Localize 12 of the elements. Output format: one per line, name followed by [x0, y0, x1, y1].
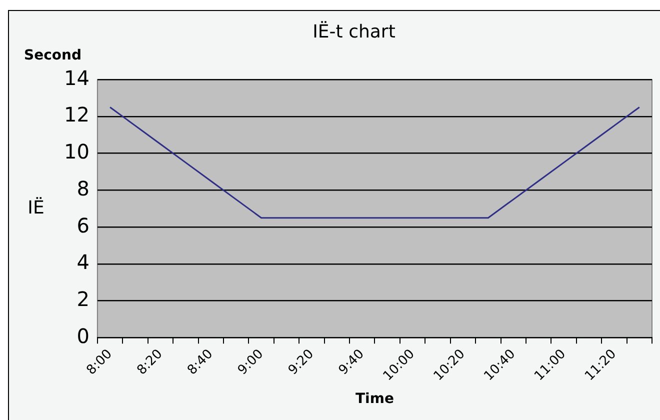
y-tick-label: 0	[76, 324, 90, 348]
y-tick-label: 2	[76, 287, 90, 312]
y-axis-title: IË	[28, 196, 44, 218]
chart-title: IË-t chart	[312, 20, 396, 42]
y-tick-label: 8	[76, 176, 90, 200]
x-axis-title: Time	[356, 391, 394, 408]
y-tick-label: 12	[64, 102, 90, 127]
text: Second	[24, 48, 82, 64]
y-tick-label: 10	[64, 140, 90, 164]
y-tick-label: 14	[64, 66, 90, 90]
y-tick-label: 4	[76, 250, 90, 274]
y-tick-label: 6	[76, 213, 90, 238]
